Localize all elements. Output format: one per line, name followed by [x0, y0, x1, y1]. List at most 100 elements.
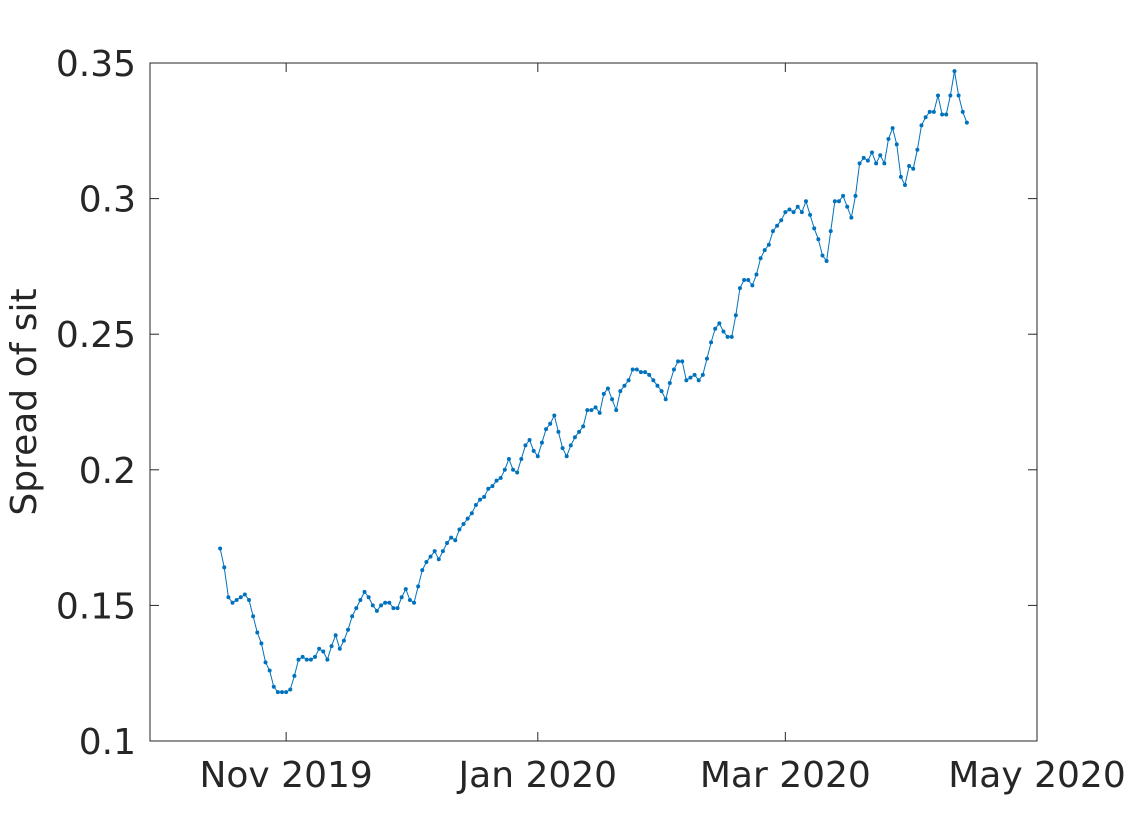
data-point [539, 440, 544, 445]
data-point [457, 527, 462, 532]
data-point [824, 258, 829, 263]
data-point [432, 549, 437, 554]
data-point [605, 386, 610, 391]
data-point [911, 166, 916, 171]
data-point [676, 359, 681, 364]
data-point [498, 475, 503, 480]
data-point [593, 405, 598, 410]
data-point [746, 277, 751, 282]
data-point [341, 638, 346, 643]
data-point [370, 603, 375, 608]
data-point [506, 456, 511, 461]
data-point [333, 633, 338, 638]
data-point [865, 158, 870, 163]
data-point [721, 329, 726, 334]
data-point [399, 595, 404, 600]
data-point [915, 147, 920, 152]
data-point [383, 600, 388, 605]
data-point [428, 554, 433, 559]
data-point [729, 334, 734, 339]
data-point [407, 597, 412, 602]
data-point [366, 595, 371, 600]
data-point [548, 421, 553, 426]
data-point [346, 627, 351, 632]
data-point [218, 546, 223, 551]
data-point [820, 253, 825, 258]
data-point [465, 516, 470, 521]
data-point [242, 592, 247, 597]
data-point [886, 136, 891, 141]
data-point [890, 126, 895, 131]
data-point [222, 565, 227, 570]
data-point [907, 164, 912, 169]
data-point [742, 277, 747, 282]
data-point [655, 383, 660, 388]
data-point [766, 242, 771, 247]
data-point [956, 93, 961, 98]
y-tick-label: 0.1 [79, 722, 136, 763]
data-point [874, 161, 879, 166]
x-tick-label: Mar 2020 [700, 755, 871, 796]
tick-labels: Nov 2019 Jan 2020 Mar 2020 May 2020 0.1 0.15 0… [56, 44, 1126, 796]
data-point [688, 375, 693, 380]
data-point [271, 684, 276, 689]
data-point [610, 397, 615, 402]
data-point [750, 283, 755, 288]
data-point [733, 313, 738, 318]
data-point [828, 229, 833, 234]
data-point [440, 549, 445, 554]
data-point [519, 456, 524, 461]
data-point [531, 448, 536, 453]
y-axis-label: Spread of sit [4, 288, 45, 515]
x-tick-label: Nov 2019 [199, 755, 372, 796]
y-tick-label: 0.2 [79, 451, 136, 492]
data-point [325, 657, 330, 662]
data-point [478, 497, 483, 502]
data-point [226, 595, 231, 600]
data-point [651, 378, 656, 383]
data-point [663, 397, 668, 402]
data-point [919, 123, 924, 128]
data-point [275, 690, 280, 695]
data-point [535, 454, 540, 459]
data-point [247, 597, 252, 602]
data-point [449, 535, 454, 540]
data-point [898, 174, 903, 179]
data-point [680, 359, 685, 364]
data-point [230, 600, 235, 605]
data-point [416, 584, 421, 589]
data-point [304, 657, 309, 662]
data-point [754, 272, 759, 277]
data-point [713, 326, 718, 331]
data-point [403, 587, 408, 592]
data-point [626, 378, 631, 383]
data-point [696, 378, 701, 383]
data-point [630, 367, 635, 372]
data-point [869, 150, 874, 155]
data-point [391, 606, 396, 611]
data-point [577, 429, 582, 434]
y-tick-label: 0.3 [79, 180, 136, 221]
data-point [762, 248, 767, 253]
data-point [263, 660, 268, 665]
data-point [647, 372, 652, 377]
data-point [350, 614, 355, 619]
data-point [494, 478, 499, 483]
y-tick-label: 0.15 [56, 586, 136, 627]
data-point [552, 413, 557, 418]
data-point [799, 210, 804, 215]
data-point [568, 443, 573, 448]
data-point [374, 608, 379, 613]
y-tick-label: 0.25 [56, 315, 136, 356]
data-point [308, 657, 313, 662]
data-point [931, 109, 936, 114]
data-point [238, 595, 243, 600]
data-point [469, 511, 474, 516]
data-point [251, 614, 256, 619]
data-point [783, 210, 788, 215]
data-series [218, 69, 969, 695]
data-point [808, 212, 813, 217]
data-point [667, 381, 672, 386]
data-point [725, 334, 730, 339]
data-point [935, 93, 940, 98]
